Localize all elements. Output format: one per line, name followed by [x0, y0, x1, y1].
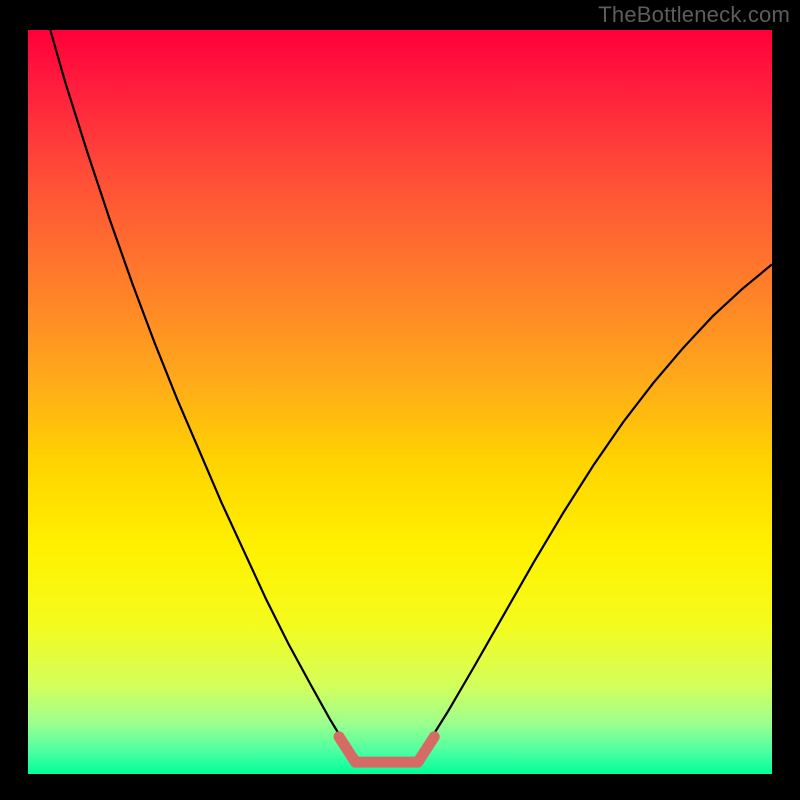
watermark-label: TheBottleneck.com — [598, 2, 790, 28]
chart-svg — [28, 30, 772, 774]
plot-background — [28, 30, 772, 774]
chart-frame: TheBottleneck.com — [0, 0, 800, 800]
plot-area — [28, 30, 772, 774]
